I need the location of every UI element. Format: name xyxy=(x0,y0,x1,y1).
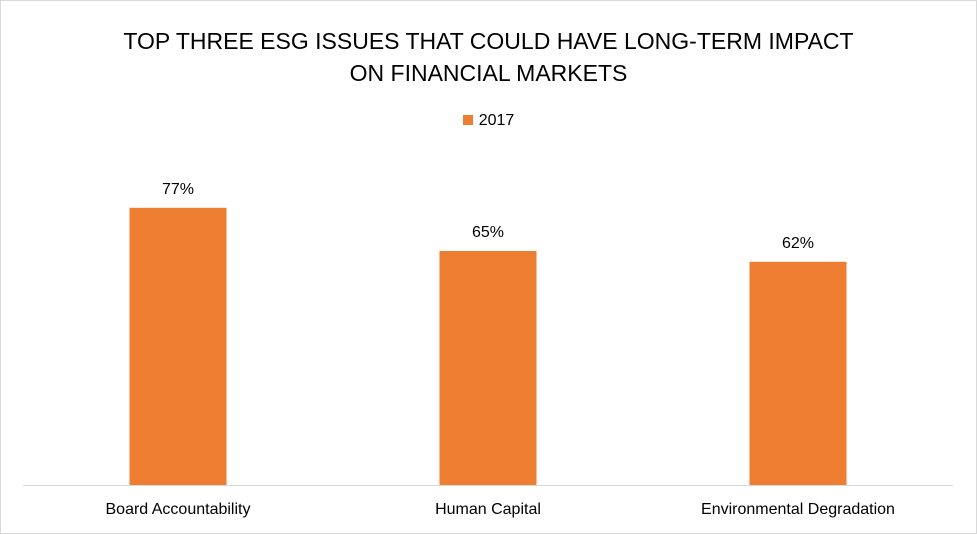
bar xyxy=(129,207,227,486)
data-label: 77% xyxy=(162,181,194,198)
data-label: 65% xyxy=(472,224,504,241)
x-tick-label: Board Accountability xyxy=(106,501,251,518)
legend: 2017 xyxy=(0,112,977,130)
chart-title-line-1: TOP THREE ESG ISSUES THAT COULD HAVE LON… xyxy=(123,28,854,54)
bar xyxy=(749,261,847,485)
x-tick-label: Environmental Degradation xyxy=(701,501,895,518)
data-label: 62% xyxy=(782,235,814,252)
x-tick-label: Human Capital xyxy=(435,501,541,518)
legend-swatch xyxy=(462,115,473,125)
chart-title-line-2: ON FINANCIAL MARKETS xyxy=(349,60,628,86)
legend-label: 2017 xyxy=(478,112,515,129)
bar xyxy=(439,251,537,485)
